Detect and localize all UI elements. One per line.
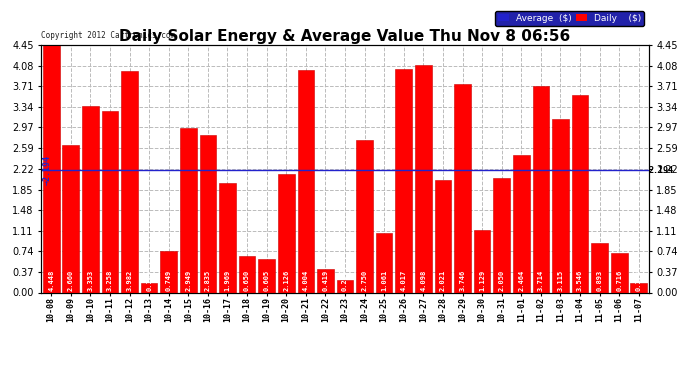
- Text: 0.605: 0.605: [264, 270, 270, 291]
- Bar: [160, 251, 177, 292]
- Text: 3.982: 3.982: [126, 270, 132, 291]
- Text: 2.021: 2.021: [440, 270, 446, 291]
- Text: 0.716: 0.716: [616, 270, 622, 291]
- Bar: [82, 106, 99, 292]
- Text: 4.017: 4.017: [401, 270, 407, 291]
- Text: 2.750: 2.750: [362, 270, 368, 291]
- Text: 3.353: 3.353: [88, 270, 93, 291]
- Text: 2.464: 2.464: [518, 270, 524, 291]
- Text: 4.098: 4.098: [420, 270, 426, 291]
- Text: →2.194: →2.194: [42, 156, 51, 186]
- Text: 2.194: 2.194: [649, 166, 673, 175]
- Bar: [572, 95, 589, 292]
- Text: 3.115: 3.115: [558, 270, 564, 291]
- Bar: [454, 84, 471, 292]
- Bar: [239, 256, 255, 292]
- Text: 2.126: 2.126: [283, 270, 289, 291]
- Text: 0.419: 0.419: [322, 270, 328, 291]
- Bar: [43, 45, 59, 292]
- Bar: [376, 234, 393, 292]
- Text: Copyright 2012 Cartronics.com: Copyright 2012 Cartronics.com: [41, 31, 175, 40]
- Bar: [317, 269, 334, 292]
- Bar: [611, 253, 627, 292]
- Bar: [435, 180, 451, 292]
- Bar: [63, 144, 79, 292]
- Bar: [591, 243, 608, 292]
- Text: 0.172: 0.172: [635, 270, 642, 291]
- Bar: [337, 280, 353, 292]
- Text: 0.749: 0.749: [166, 270, 172, 291]
- Text: 2.050: 2.050: [499, 270, 504, 291]
- Bar: [474, 230, 491, 292]
- Bar: [631, 283, 647, 292]
- Text: 2.835: 2.835: [205, 270, 211, 291]
- Bar: [258, 259, 275, 292]
- Text: 4.004: 4.004: [303, 270, 309, 291]
- Text: 4.448: 4.448: [48, 270, 55, 291]
- Text: 3.258: 3.258: [107, 270, 113, 291]
- Bar: [141, 283, 157, 292]
- Bar: [101, 111, 118, 292]
- Bar: [297, 70, 314, 292]
- Bar: [121, 71, 138, 292]
- Bar: [493, 178, 510, 292]
- Bar: [199, 135, 216, 292]
- Text: 3.714: 3.714: [538, 270, 544, 291]
- Bar: [356, 140, 373, 292]
- Bar: [533, 86, 549, 292]
- Bar: [278, 174, 295, 292]
- Bar: [513, 156, 530, 292]
- Text: 0.226: 0.226: [342, 270, 348, 291]
- Text: 0.650: 0.650: [244, 270, 250, 291]
- Bar: [180, 129, 197, 292]
- Bar: [219, 183, 236, 292]
- Text: 1.061: 1.061: [381, 270, 387, 291]
- Text: 0.169: 0.169: [146, 270, 152, 291]
- Text: 3.546: 3.546: [577, 270, 583, 291]
- Text: 3.746: 3.746: [460, 270, 466, 291]
- Legend: Average  ($), Daily    ($): Average ($), Daily ($): [495, 11, 644, 26]
- Bar: [552, 119, 569, 292]
- Text: 1.129: 1.129: [479, 270, 485, 291]
- Bar: [395, 69, 412, 292]
- Text: 2.949: 2.949: [186, 270, 191, 291]
- Text: 1.969: 1.969: [224, 270, 230, 291]
- Text: 0.893: 0.893: [597, 270, 602, 291]
- Text: 2.660: 2.660: [68, 270, 74, 291]
- Title: Daily Solar Energy & Average Value Thu Nov 8 06:56: Daily Solar Energy & Average Value Thu N…: [119, 29, 571, 44]
- Bar: [415, 64, 432, 292]
